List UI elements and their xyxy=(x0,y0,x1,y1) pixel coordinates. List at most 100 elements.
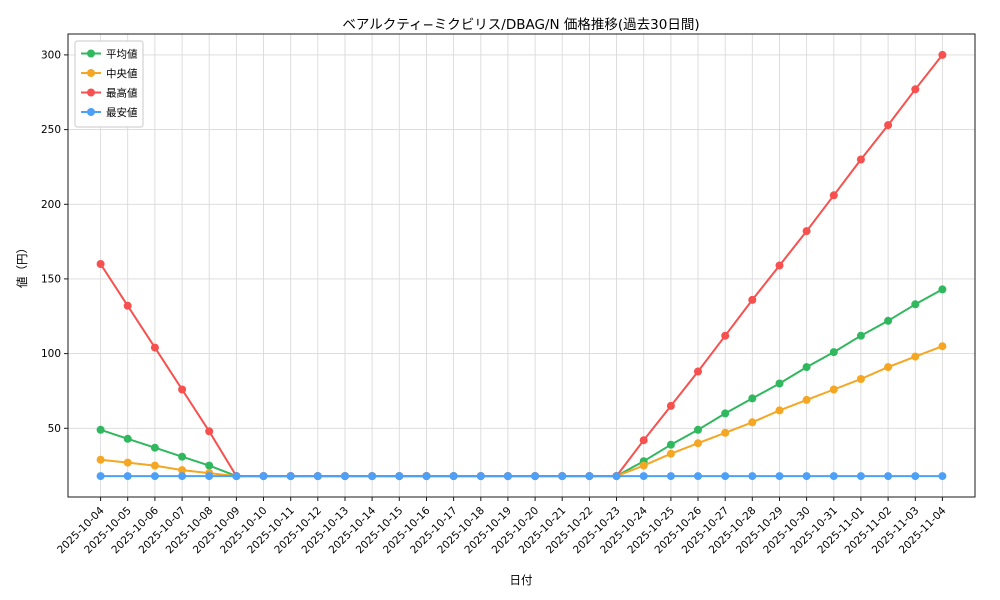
data-point-max xyxy=(178,385,187,394)
data-point-min xyxy=(639,472,648,481)
legend-label-mean: 平均値 xyxy=(106,47,138,60)
series-line-mean xyxy=(100,288,943,478)
data-point-max xyxy=(802,227,811,236)
data-point-median xyxy=(721,428,730,437)
data-point-mean xyxy=(123,434,132,443)
data-point-min xyxy=(938,472,947,481)
data-point-min xyxy=(395,472,404,481)
legend-label-min: 最安値 xyxy=(106,106,138,119)
data-point-mean xyxy=(856,331,865,340)
data-point-mean xyxy=(150,443,159,452)
data-point-min xyxy=(666,472,675,481)
legend-label-max: 最高値 xyxy=(106,86,138,99)
data-point-mean xyxy=(748,394,757,403)
y-tick-label: 150 xyxy=(41,274,61,286)
data-point-min xyxy=(205,472,214,481)
data-point-max xyxy=(775,261,784,270)
data-point-min xyxy=(150,472,159,481)
data-point-min xyxy=(503,472,512,481)
legend-sample-marker-min xyxy=(87,108,95,116)
data-point-mean xyxy=(178,452,187,461)
y-tick-label: 250 xyxy=(41,124,61,136)
data-point-median xyxy=(911,352,920,361)
data-point-min xyxy=(449,472,458,481)
data-point-median xyxy=(694,439,702,448)
data-point-median xyxy=(829,385,838,394)
series-line-max xyxy=(99,54,944,478)
data-point-min xyxy=(585,472,594,481)
data-point-max xyxy=(123,301,132,310)
data-point-min xyxy=(829,472,838,481)
legend-box xyxy=(74,40,144,128)
data-point-median xyxy=(775,406,784,415)
data-point-max xyxy=(205,427,214,436)
data-point-min xyxy=(694,472,702,481)
data-point-min xyxy=(178,472,187,481)
data-point-max xyxy=(748,295,757,304)
data-point-min xyxy=(96,472,105,481)
data-point-median xyxy=(802,395,811,404)
data-point-min xyxy=(422,472,431,481)
data-point-mean xyxy=(96,425,105,434)
x-axis-label: 日付 xyxy=(509,573,533,587)
data-point-mean xyxy=(666,440,675,449)
data-point-max xyxy=(884,121,893,130)
data-point-min xyxy=(802,472,811,481)
data-point-min xyxy=(911,472,920,481)
data-point-min xyxy=(884,472,893,481)
data-point-mean xyxy=(802,363,811,372)
data-point-min xyxy=(856,472,865,481)
data-point-min xyxy=(476,472,485,481)
data-point-median xyxy=(856,375,865,383)
y-tick-label: 100 xyxy=(41,348,61,360)
data-point-min xyxy=(612,472,621,481)
data-point-median xyxy=(178,466,187,475)
data-point-mean xyxy=(694,425,702,434)
data-point-max xyxy=(938,50,947,59)
plot-border xyxy=(67,33,976,498)
data-point-min xyxy=(286,472,295,481)
chart-title: ベアルクティ−ミクビリス/DBAG/N 価格推移(過去30日間) xyxy=(342,17,700,33)
data-point-median xyxy=(748,418,757,427)
data-point-median xyxy=(639,461,648,470)
data-point-min xyxy=(721,472,730,481)
data-point-max xyxy=(911,85,920,94)
legend-sample-marker-max xyxy=(87,88,95,97)
data-point-min xyxy=(558,472,567,481)
data-point-mean xyxy=(721,409,730,418)
data-point-min xyxy=(232,472,241,481)
data-point-min xyxy=(531,472,540,481)
y-tick-label: 300 xyxy=(41,50,61,62)
data-point-min xyxy=(368,472,377,481)
data-point-mean xyxy=(938,285,947,294)
data-point-max xyxy=(694,367,702,376)
data-point-max xyxy=(856,155,865,164)
data-point-mean xyxy=(775,379,784,388)
legend-label-median: 中央値 xyxy=(106,67,138,80)
y-axis-label: 値（円） xyxy=(15,242,29,288)
data-point-min xyxy=(259,472,268,481)
data-point-mean xyxy=(884,316,893,325)
series-line-median xyxy=(100,345,943,478)
y-tick-label: 50 xyxy=(48,423,61,435)
data-point-median xyxy=(884,363,893,372)
data-point-median xyxy=(666,449,675,458)
y-tick-label: 200 xyxy=(41,199,61,211)
data-point-max xyxy=(721,331,730,340)
data-point-max xyxy=(150,343,159,352)
data-point-mean xyxy=(911,300,920,309)
data-point-mean xyxy=(205,461,214,470)
data-point-min xyxy=(341,472,349,481)
data-point-min xyxy=(123,472,132,481)
data-point-mean xyxy=(829,348,838,357)
legend-sample-marker-median xyxy=(87,69,95,77)
data-point-min xyxy=(313,472,322,481)
data-point-min xyxy=(748,472,757,481)
data-point-max xyxy=(829,191,838,200)
data-point-median xyxy=(96,455,105,464)
data-point-max xyxy=(96,260,105,268)
data-point-min xyxy=(775,472,784,481)
